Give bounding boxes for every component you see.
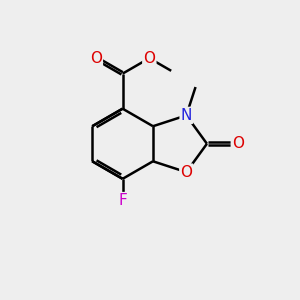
- Text: F: F: [118, 193, 127, 208]
- Text: N: N: [181, 108, 192, 123]
- Text: O: O: [180, 165, 192, 180]
- Text: O: O: [232, 136, 244, 151]
- Text: O: O: [143, 51, 155, 66]
- Text: O: O: [90, 51, 102, 66]
